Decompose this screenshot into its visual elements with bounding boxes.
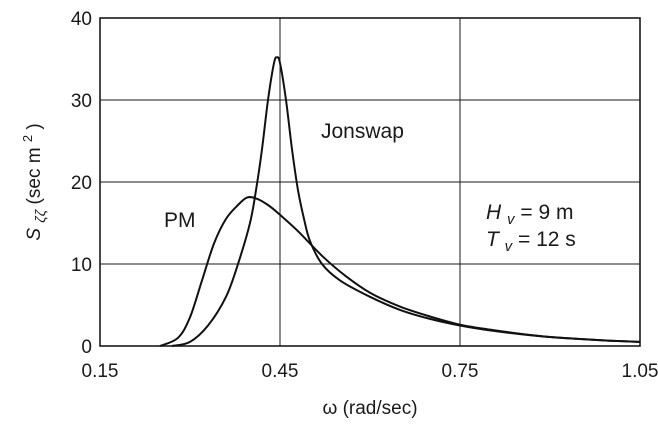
y-tick-label: 10 [71,255,92,276]
period-annotation: T v = 12 s [486,228,576,256]
y-label-unit-prefix: (sec m [24,147,45,204]
hv-subscript: v [507,211,516,228]
series [159,56,641,347]
significant-height-annotation: H v = 9 m [486,201,573,229]
y-tick-label: 30 [71,91,92,112]
x-tick-label: 0.75 [442,361,479,382]
tv-subscript: v [505,238,514,255]
x-tick-label: 1.05 [622,361,658,382]
jonswap-series-line [171,56,641,347]
x-tick-label: 0.45 [262,361,299,382]
y-axis-label: S ζζ (sec m 2 ) [16,123,50,240]
plot-frame [99,17,641,347]
jonswap-curve-label: Jonswap [321,120,404,143]
hv-value: = 9 m [520,201,573,224]
y-tick-label: 20 [71,173,92,194]
x-axis-label: ω (rad/sec) [322,398,417,419]
tick-labels: 0.15 0.45 0.75 1.05 0 10 20 30 40 [71,9,658,382]
pm-curve-label: PM [164,209,196,232]
y-label-base: S [24,228,45,241]
x-tick-label: 0.15 [82,361,119,382]
y-label-unit-suffix: ) [24,123,45,129]
y-tick-label: 0 [81,337,92,358]
hv-symbol: H [486,201,502,224]
y-label-subscript: ζζ [32,208,48,222]
y-tick-label: 40 [71,9,92,30]
tv-value: = 12 s [518,228,576,251]
tv-symbol: T [486,228,501,251]
y-label-unit-sup: 2 [20,135,35,142]
